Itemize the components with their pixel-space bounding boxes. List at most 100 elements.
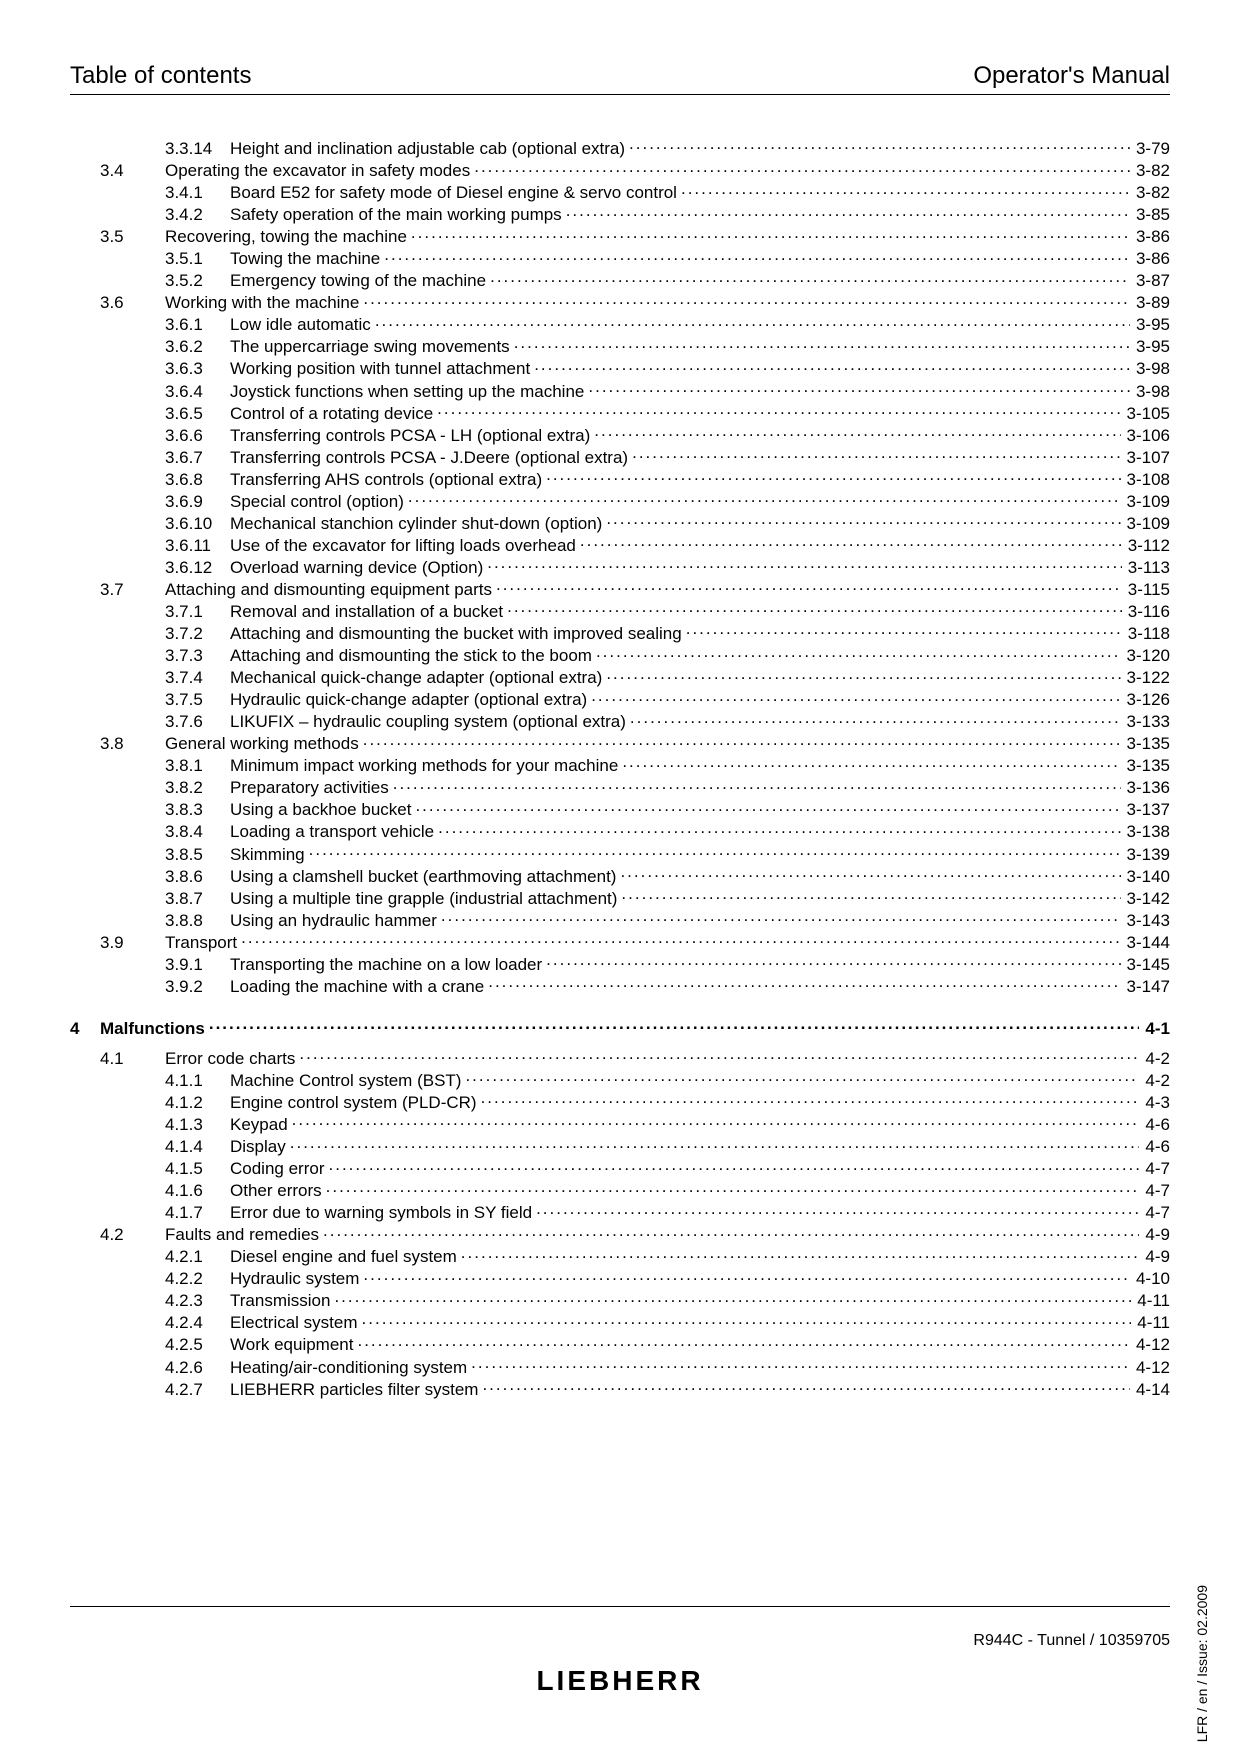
toc-leader	[299, 1047, 1139, 1064]
table-of-contents: 3.3.14Height and inclination adjustable …	[70, 137, 1170, 1399]
toc-row: 3.6.11Use of the excavator for lifting l…	[70, 534, 1170, 556]
toc-subsection-number: 3.9.1	[165, 955, 230, 975]
toc-chapter-number: 4	[70, 1019, 100, 1039]
toc-title: Transport	[165, 933, 241, 953]
toc-row: 3.5Recovering, towing the machine 3-86	[70, 225, 1170, 247]
toc-page: 3-126	[1121, 690, 1170, 710]
toc-title: Overload warning device (Option)	[230, 558, 487, 578]
toc-row: 3.8.1Minimum impact working methods for …	[70, 754, 1170, 776]
toc-subsection-number: 4.1.5	[165, 1159, 230, 1179]
toc-title: Coding error	[230, 1159, 329, 1179]
toc-title: Transporting the machine on a low loader	[230, 955, 546, 975]
toc-page: 3-139	[1121, 845, 1170, 865]
toc-page: 3-86	[1130, 227, 1170, 247]
toc-page: 4-1	[1139, 1019, 1170, 1039]
toc-title: Faults and remedies	[165, 1225, 323, 1245]
toc-title: Hydraulic system	[230, 1269, 363, 1289]
toc-leader	[441, 909, 1121, 926]
toc-title: Working with the machine	[165, 293, 363, 313]
toc-subsection-number: 3.8.1	[165, 756, 230, 776]
toc-leader	[606, 512, 1120, 529]
toc-page: 3-136	[1121, 778, 1170, 798]
toc-section-number: 3.7	[100, 580, 165, 600]
toc-subsection-number: 4.1.7	[165, 1203, 230, 1223]
toc-subsection-number: 4.2.1	[165, 1247, 230, 1267]
toc-subsection-number: 3.8.5	[165, 845, 230, 865]
toc-leader	[415, 798, 1120, 815]
toc-row: 4.1.2Engine control system (PLD-CR) 4-3	[70, 1091, 1170, 1113]
toc-page: 3-140	[1121, 867, 1170, 887]
toc-page: 3-85	[1130, 205, 1170, 225]
toc-leader	[546, 468, 1120, 485]
toc-subsection-number: 3.7.1	[165, 602, 230, 622]
toc-page: 3-105	[1121, 404, 1170, 424]
toc-row: 3.3.14Height and inclination adjustable …	[70, 137, 1170, 159]
toc-row: 4.1.5Coding error 4-7	[70, 1157, 1170, 1179]
toc-subsection-number: 4.2.3	[165, 1291, 230, 1311]
toc-page: 4-12	[1130, 1358, 1170, 1378]
toc-page: 4-6	[1139, 1115, 1170, 1135]
toc-page: 3-147	[1121, 977, 1170, 997]
toc-subsection-number: 3.6.8	[165, 470, 230, 490]
toc-page: 3-86	[1130, 249, 1170, 269]
toc-row: 3.6.6Transferring controls PCSA - LH (op…	[70, 424, 1170, 446]
toc-row: 3.5.1Towing the machine 3-86	[70, 247, 1170, 269]
toc-page: 4-7	[1139, 1203, 1170, 1223]
toc-row: 3.9.2Loading the machine with a crane 3-…	[70, 975, 1170, 997]
toc-leader	[393, 776, 1121, 793]
toc-leader	[465, 1069, 1139, 1086]
toc-page: 3-95	[1130, 315, 1170, 335]
page: Table of contents Operator's Manual 3.3.…	[0, 0, 1240, 1755]
toc-leader	[620, 865, 1120, 882]
toc-leader	[606, 666, 1120, 683]
toc-subsection-number: 3.6.2	[165, 337, 230, 357]
toc-title: Loading a transport vehicle	[230, 822, 438, 842]
toc-title: Special control (option)	[230, 492, 408, 512]
side-issue-text: LFR / en / Issue: 02.2009	[1194, 1585, 1210, 1742]
toc-leader	[384, 247, 1130, 264]
toc-title: Using a clamshell bucket (earthmoving at…	[230, 867, 620, 887]
toc-row: 3.6Working with the machine 3-89	[70, 291, 1170, 313]
toc-leader	[507, 600, 1122, 617]
toc-title: Diesel engine and fuel system	[230, 1247, 461, 1267]
toc-subsection-number: 3.6.11	[165, 536, 230, 556]
toc-leader	[496, 578, 1122, 595]
toc-page: 4-2	[1139, 1071, 1170, 1091]
toc-title: Error code charts	[165, 1049, 299, 1069]
toc-title: Low idle automatic	[230, 315, 375, 335]
toc-page: 4-9	[1139, 1247, 1170, 1267]
toc-subsection-number: 3.6.3	[165, 359, 230, 379]
toc-row: 3.7.3Attaching and dismounting the stick…	[70, 644, 1170, 666]
toc-page: 4-2	[1139, 1049, 1170, 1069]
toc-subsection-number: 3.3.14	[165, 139, 230, 159]
toc-subsection-number: 4.2.7	[165, 1380, 230, 1400]
toc-row: 3.4Operating the excavator in safety mod…	[70, 159, 1170, 181]
toc-leader	[621, 887, 1120, 904]
toc-subsection-number: 3.8.7	[165, 889, 230, 909]
toc-leader	[596, 644, 1121, 661]
toc-page: 3-113	[1122, 558, 1170, 578]
toc-subsection-number: 4.1.2	[165, 1093, 230, 1113]
toc-subsection-number: 3.5.2	[165, 271, 230, 291]
toc-page: 3-82	[1130, 183, 1170, 203]
toc-leader	[363, 732, 1121, 749]
toc-page: 3-98	[1130, 382, 1170, 402]
header-right: Operator's Manual	[973, 62, 1170, 90]
toc-title: General working methods	[165, 734, 363, 754]
toc-leader	[481, 1091, 1140, 1108]
toc-row: 3.6.7Transferring controls PCSA - J.Deer…	[70, 446, 1170, 468]
toc-row: 3.6.12Overload warning device (Option) 3…	[70, 556, 1170, 578]
toc-page: 3-108	[1121, 470, 1170, 490]
toc-page: 3-109	[1121, 514, 1170, 534]
toc-subsection-number: 3.7.3	[165, 646, 230, 666]
toc-leader	[461, 1245, 1140, 1262]
toc-subsection-number: 3.9.2	[165, 977, 230, 997]
toc-page: 3-118	[1122, 624, 1170, 644]
toc-row: 4Malfunctions 4-1	[70, 1017, 1170, 1039]
toc-row: 4.2Faults and remedies 4-9	[70, 1223, 1170, 1245]
toc-page: 4-6	[1139, 1137, 1170, 1157]
toc-title: Transferring AHS controls (optional extr…	[230, 470, 546, 490]
toc-title: Hydraulic quick-change adapter (optional…	[230, 690, 591, 710]
toc-title: Use of the excavator for lifting loads o…	[230, 536, 580, 556]
toc-section-number: 4.2	[100, 1225, 165, 1245]
